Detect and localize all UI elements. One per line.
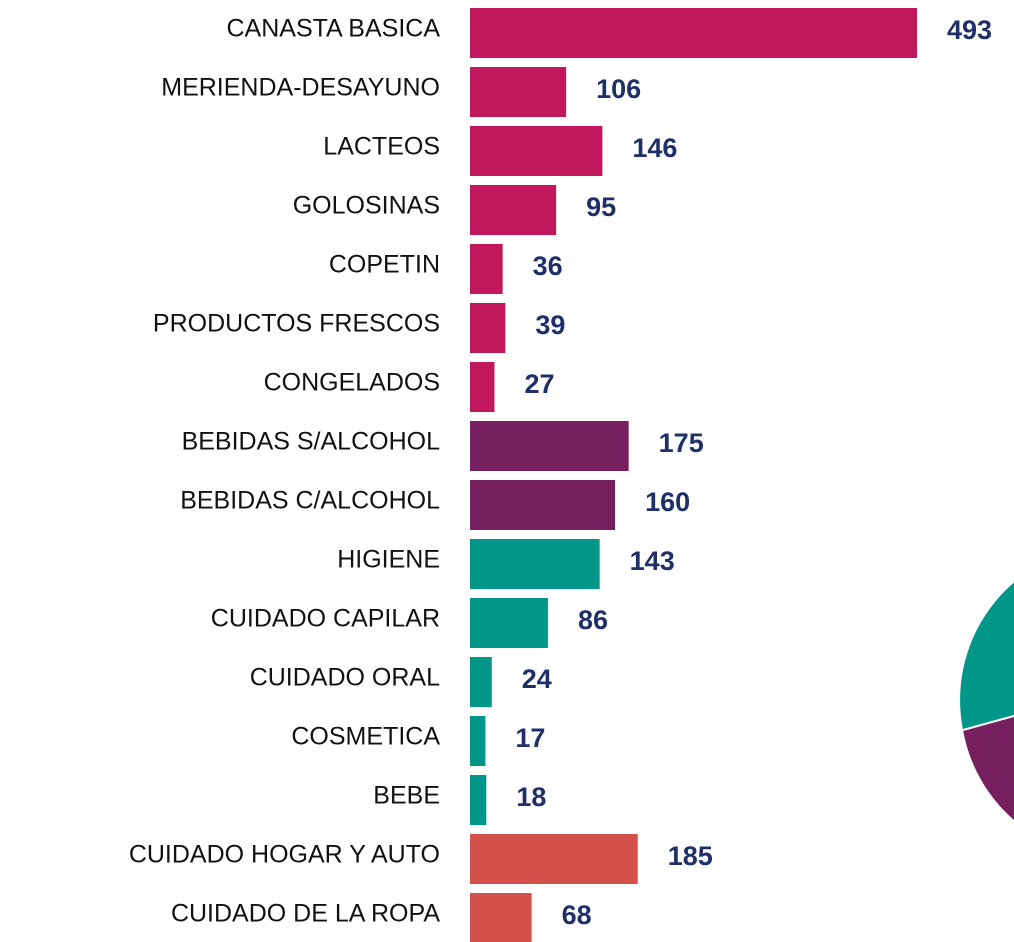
value-label: 160 <box>645 487 690 517</box>
bar <box>470 362 495 412</box>
value-label: 493 <box>947 15 992 45</box>
bar <box>470 775 487 825</box>
value-label: 106 <box>596 74 641 104</box>
category-label: CUIDADO DE LA ROPA <box>171 900 440 928</box>
category-label: HIGIENE <box>337 546 440 574</box>
pie-slice <box>960 545 1014 730</box>
bar <box>470 126 603 176</box>
value-label: 17 <box>515 723 545 753</box>
value-label: 185 <box>668 841 713 871</box>
bar <box>470 657 492 707</box>
value-label: 18 <box>516 782 546 812</box>
value-label: 36 <box>533 251 563 281</box>
bar <box>470 421 629 471</box>
bar <box>470 185 557 235</box>
value-label: 68 <box>562 900 592 930</box>
value-label: 175 <box>659 428 704 458</box>
category-label: BEBIDAS C/ALCOHOL <box>180 487 440 515</box>
category-label: CONGELADOS <box>264 369 440 397</box>
category-label: MERIENDA-DESAYUNO <box>161 74 440 102</box>
value-label: 95 <box>586 192 616 222</box>
category-label: COPETIN <box>329 251 440 279</box>
bar <box>470 8 917 58</box>
bar <box>470 480 616 530</box>
bar <box>470 67 567 117</box>
value-label: 86 <box>578 605 608 635</box>
category-label: CUIDADO CAPILAR <box>211 605 440 633</box>
bar <box>470 834 638 884</box>
category-label: BEBE <box>373 782 440 810</box>
bar <box>470 893 532 942</box>
bar <box>470 244 503 294</box>
value-label: 146 <box>632 133 677 163</box>
pie-slice <box>963 716 1014 820</box>
pie-divider <box>962 715 1014 731</box>
category-label: GOLOSINAS <box>293 192 440 220</box>
category-label: CANASTA BASICA <box>227 15 441 43</box>
value-label: 24 <box>522 664 552 694</box>
bar <box>470 598 548 648</box>
category-label: PRODUCTOS FRESCOS <box>153 310 440 338</box>
category-label: LACTEOS <box>323 133 440 161</box>
value-label: 27 <box>524 369 554 399</box>
category-label: BEBIDAS S/ALCOHOL <box>182 428 441 456</box>
pie-fragment <box>960 545 1014 820</box>
bar <box>470 716 486 766</box>
category-label: CUIDADO ORAL <box>250 664 440 692</box>
bar <box>470 303 506 353</box>
category-label: CUIDADO HOGAR Y AUTO <box>129 841 440 869</box>
category-label: COSMETICA <box>291 723 440 751</box>
value-label: 39 <box>535 310 565 340</box>
value-label: 143 <box>630 546 675 576</box>
bar <box>470 539 600 589</box>
